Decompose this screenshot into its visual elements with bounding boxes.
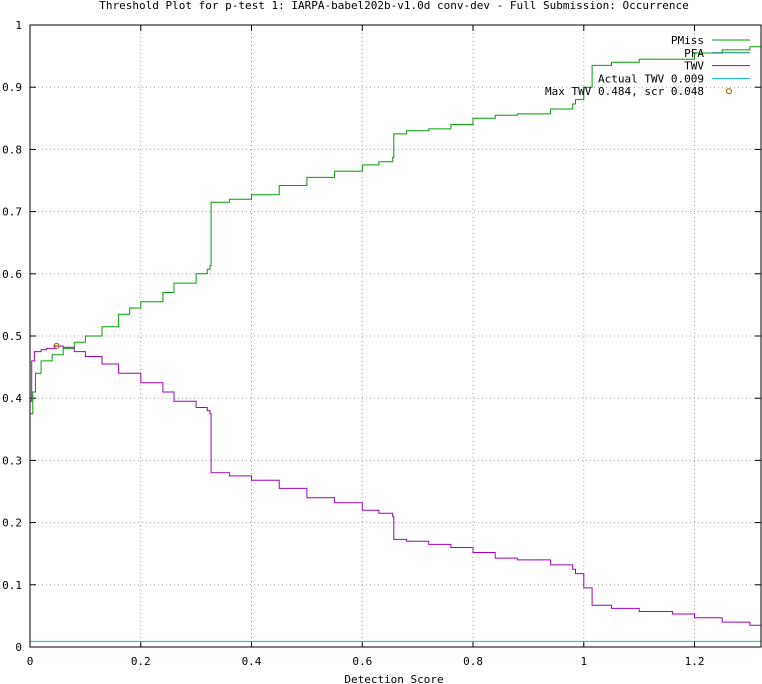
- grid-lines: [30, 25, 761, 647]
- y-tick-label: 0.3: [2, 454, 22, 467]
- series-marker: [53, 342, 60, 350]
- series-line-2: [30, 345, 762, 636]
- x-tick-label: 0.2: [131, 655, 151, 668]
- legend-swatch: [725, 88, 733, 95]
- x-axis-label: Detection Score: [344, 673, 443, 684]
- y-tick-label: 0.4: [2, 392, 22, 405]
- x-tick-label: 1.2: [685, 655, 705, 668]
- legend-label: Actual TWV 0.009: [598, 72, 704, 85]
- y-tick-label: 0.1: [2, 579, 22, 592]
- y-tick-label: 0: [15, 641, 22, 654]
- plot-border: [29, 24, 762, 648]
- x-tick-label: 0.6: [352, 655, 372, 668]
- axis-ticks: 0 0.2 0.4 0.6 0.8 1 1.2 0 0.1 0.2 0.3 0.4 0.5 0.6 0.7 0…: [2, 19, 761, 668]
- x-tick-label: 1: [580, 655, 587, 668]
- series-lines: [30, 34, 762, 642]
- legend-label: PFA: [684, 47, 704, 60]
- y-tick-label: 0.9: [2, 81, 22, 94]
- x-tick-label: 0.8: [463, 655, 483, 668]
- y-tick-label: 1: [15, 19, 22, 32]
- y-tick-label: 0.7: [2, 206, 22, 219]
- legend-label: TWV: [684, 60, 704, 73]
- chart-title: Threshold Plot for p-test 1: IARPA-babel…: [99, 0, 688, 12]
- y-tick-label: 0.5: [2, 330, 22, 343]
- series-line-0: [30, 34, 762, 415]
- y-tick-label: 0.8: [2, 143, 22, 156]
- x-tick-label: 0.4: [242, 655, 262, 668]
- y-tick-label: 0.2: [2, 517, 22, 530]
- y-tick-label: 0.6: [2, 268, 22, 281]
- legend-label: Max TWV 0.484, scr 0.048: [545, 85, 704, 98]
- legend-label: PMiss: [671, 34, 704, 47]
- x-tick-label: 0: [27, 655, 34, 668]
